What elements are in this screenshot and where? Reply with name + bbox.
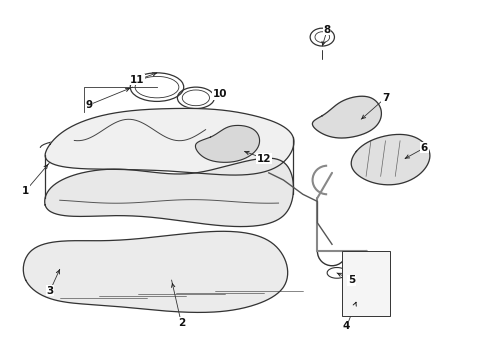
Text: 4: 4 bbox=[342, 321, 349, 332]
Text: 8: 8 bbox=[323, 25, 330, 35]
Polygon shape bbox=[23, 231, 287, 312]
Text: 6: 6 bbox=[420, 143, 427, 153]
Text: 1: 1 bbox=[22, 186, 29, 196]
Text: 7: 7 bbox=[381, 93, 388, 103]
Text: 11: 11 bbox=[130, 75, 144, 85]
Polygon shape bbox=[44, 158, 293, 226]
Text: 2: 2 bbox=[177, 318, 184, 328]
Text: 10: 10 bbox=[212, 89, 227, 99]
Polygon shape bbox=[45, 108, 293, 175]
Polygon shape bbox=[312, 96, 381, 138]
Bar bbox=[341, 251, 389, 316]
Text: 3: 3 bbox=[46, 286, 54, 296]
Text: 12: 12 bbox=[256, 154, 271, 163]
Text: 9: 9 bbox=[85, 100, 92, 110]
Text: 5: 5 bbox=[347, 275, 354, 285]
Polygon shape bbox=[350, 134, 429, 185]
Polygon shape bbox=[195, 125, 259, 162]
